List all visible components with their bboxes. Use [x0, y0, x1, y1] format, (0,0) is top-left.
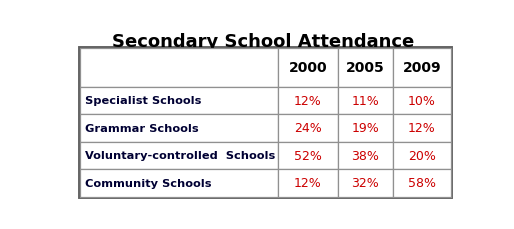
Text: 12%: 12%: [294, 94, 322, 107]
Text: 2009: 2009: [402, 61, 441, 75]
Bar: [279, 169, 338, 197]
Text: 11%: 11%: [352, 94, 379, 107]
Bar: [338, 142, 393, 169]
Text: Community Schools: Community Schools: [85, 178, 211, 188]
Text: 24%: 24%: [294, 122, 322, 135]
Text: 52%: 52%: [294, 149, 322, 162]
Bar: [279, 142, 338, 169]
Bar: [393, 49, 451, 87]
Text: 38%: 38%: [352, 149, 379, 162]
Text: Grammar Schools: Grammar Schools: [85, 123, 198, 133]
Bar: [279, 114, 338, 142]
Text: 32%: 32%: [352, 177, 379, 190]
Bar: [80, 114, 279, 142]
Bar: [393, 142, 451, 169]
Text: 20%: 20%: [408, 149, 436, 162]
Bar: [80, 49, 451, 197]
Text: 10%: 10%: [408, 94, 436, 107]
Text: 2005: 2005: [346, 61, 385, 75]
Bar: [279, 87, 338, 114]
Bar: [338, 49, 393, 87]
Bar: [338, 87, 393, 114]
Bar: [80, 49, 279, 87]
Text: Secondary School Attendance: Secondary School Attendance: [112, 33, 415, 51]
Bar: [338, 114, 393, 142]
Text: 2000: 2000: [289, 61, 327, 75]
Bar: [393, 169, 451, 197]
Bar: [393, 87, 451, 114]
Bar: [279, 49, 338, 87]
Text: Voluntary-controlled  Schools: Voluntary-controlled Schools: [85, 151, 275, 161]
Text: 12%: 12%: [294, 177, 322, 190]
Bar: [338, 169, 393, 197]
Text: 19%: 19%: [352, 122, 379, 135]
Text: 58%: 58%: [408, 177, 436, 190]
Bar: [80, 169, 279, 197]
Text: Specialist Schools: Specialist Schools: [85, 96, 201, 106]
Bar: [80, 87, 279, 114]
Bar: [80, 142, 279, 169]
Text: 12%: 12%: [408, 122, 436, 135]
Bar: [393, 114, 451, 142]
